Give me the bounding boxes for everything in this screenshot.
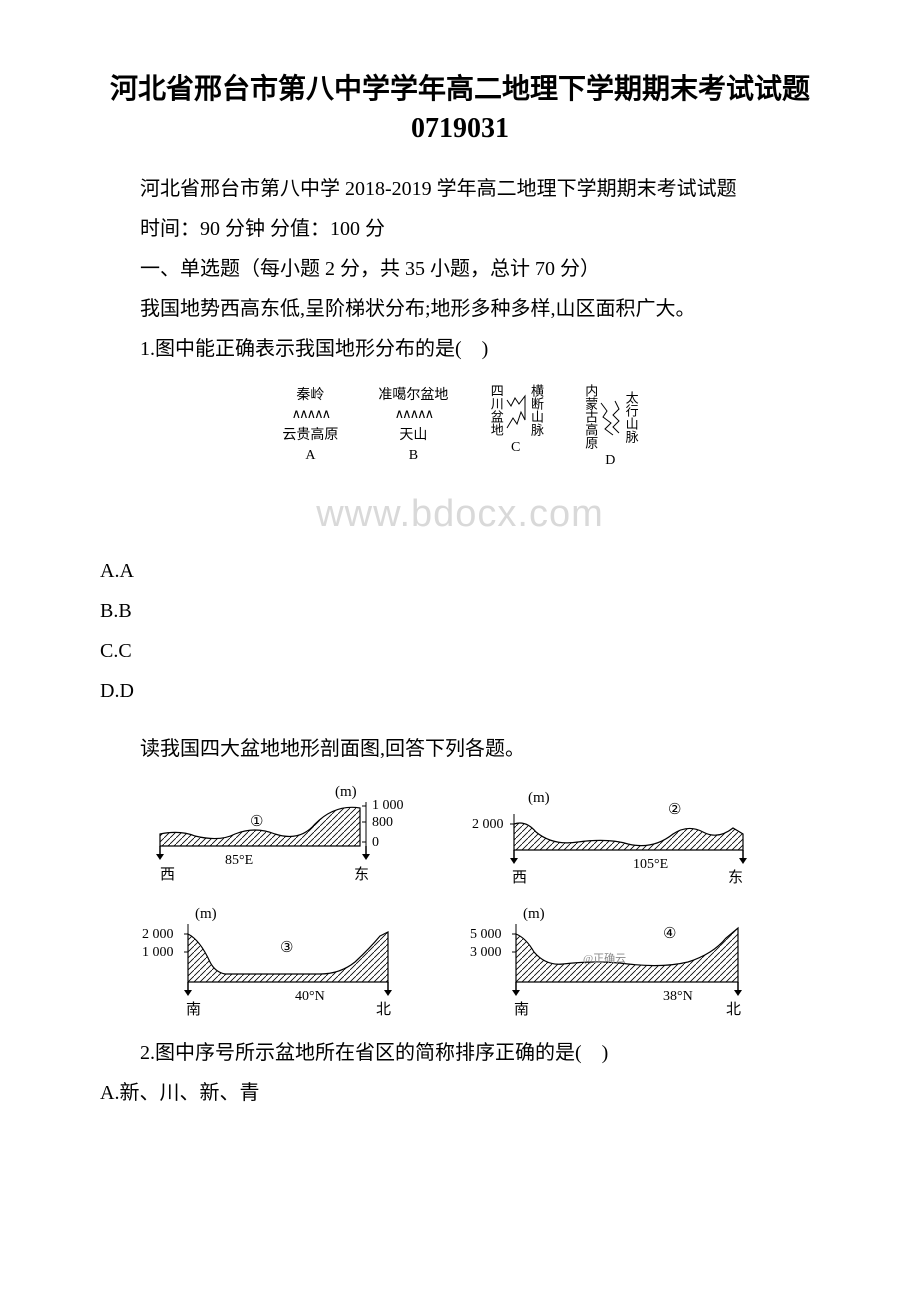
- section-1-heading: 一、单选题（每小题 2 分，共 35 小题，总计 70 分）: [100, 252, 820, 286]
- svg-text:2 000: 2 000: [142, 927, 174, 942]
- svg-text:北: 北: [376, 1001, 391, 1018]
- svg-text:105°E: 105°E: [633, 857, 668, 872]
- unit-label: (m): [335, 784, 357, 800]
- svg-text:④: ④: [663, 926, 676, 942]
- svg-text:东: 东: [728, 869, 743, 886]
- option-c: C.C: [100, 634, 820, 668]
- svg-text:东: 东: [354, 866, 369, 883]
- option-a: A.A: [100, 554, 820, 588]
- svg-text:@正确云: @正确云: [583, 952, 626, 965]
- profile-1: (m) 1 000 800 0 ① 85°E 西 东: [140, 784, 440, 894]
- svg-text:(m): (m): [528, 790, 550, 806]
- fig-b-top: 准噶尔盆地: [378, 384, 448, 404]
- mountains-icon: ∧∧∧∧∧: [282, 406, 338, 422]
- figure-1-row: 秦岭 ∧∧∧∧∧ 云贵高原 A 准噶尔盆地 ∧∧∧∧∧ 天山 B 四川盆地 横断…: [100, 384, 820, 469]
- figure-1-d: 内蒙古高原 太行山脉 D: [583, 384, 638, 469]
- doc-subtitle: 河北省邢台市第八中学 2018-2019 学年高二地理下学期期末考试试题: [100, 172, 820, 206]
- profile-2: (m) 2 000 ② 105°E 西 东: [468, 784, 768, 894]
- svg-text:②: ②: [668, 802, 681, 818]
- figure-1-a: 秦岭 ∧∧∧∧∧ 云贵高原 A: [282, 384, 338, 469]
- fig-b-bottom: 天山: [378, 424, 448, 444]
- mountains-icon: ∧∧∧∧∧: [378, 406, 448, 422]
- mountains-icon: [505, 390, 527, 430]
- q1-options: A.A B.B C.C D.D: [100, 554, 820, 708]
- fig-d-label: D: [583, 453, 638, 469]
- svg-text:南: 南: [186, 1001, 201, 1018]
- question-2: 2.图中序号所示盆地所在省区的简称排序正确的是( ): [100, 1036, 820, 1070]
- option-b: B.B: [100, 594, 820, 628]
- svg-text:2 000: 2 000: [472, 817, 504, 832]
- option-d: D.D: [100, 674, 820, 708]
- svg-text:西: 西: [512, 870, 527, 886]
- question-1-intro: 我国地势西高东低,呈阶梯状分布;地形多种多样,山区面积广大。: [100, 292, 820, 326]
- svg-text:5 000: 5 000: [470, 927, 502, 942]
- svg-text:③: ③: [280, 940, 293, 956]
- fig-c-label: C: [488, 440, 543, 456]
- svg-text:(m): (m): [195, 906, 217, 922]
- fig-a-top: 秦岭: [282, 384, 338, 404]
- svg-text:西: 西: [160, 867, 175, 883]
- svg-text:3 000: 3 000: [470, 945, 502, 960]
- question-1: 1.图中能正确表示我国地形分布的是( ): [100, 332, 820, 366]
- fig-a-bottom: 云贵高原: [282, 424, 338, 444]
- svg-text:①: ①: [250, 814, 263, 830]
- fig-d-left: 内蒙古高原: [583, 384, 597, 449]
- time-score: 时间：90 分钟 分值：100 分: [100, 212, 820, 246]
- watermark: www.bdocx.com: [100, 493, 820, 536]
- fig-c-right: 横断山脉: [529, 384, 543, 436]
- doc-title: 河北省邢台市第八中学学年高二地理下学期期末考试试题 0719031: [100, 70, 820, 148]
- question-2-intro: 读我国四大盆地地形剖面图,回答下列各题。: [100, 732, 820, 766]
- svg-text:1 000: 1 000: [372, 798, 404, 813]
- svg-text:南: 南: [514, 1001, 529, 1018]
- fig-b-label: B: [378, 448, 448, 464]
- profile-figures: (m) 1 000 800 0 ① 85°E 西 东 (m: [140, 784, 760, 1024]
- svg-text:0: 0: [372, 835, 379, 850]
- fig-a-label: A: [282, 448, 338, 464]
- svg-text:85°E: 85°E: [225, 853, 253, 868]
- svg-text:800: 800: [372, 815, 393, 830]
- q2-option-a: A.新、川、新、青: [100, 1076, 820, 1110]
- mountains-icon: [599, 397, 621, 437]
- profile-3: (m) 2 000 1 000 ③ 40°N 南 北: [140, 904, 440, 1024]
- svg-text:1 000: 1 000: [142, 945, 174, 960]
- svg-text:38°N: 38°N: [663, 989, 693, 1004]
- svg-text:(m): (m): [523, 906, 545, 922]
- profile-4: (m) 5 000 3 000 ④ @正确云 38°N 南 北: [468, 904, 768, 1024]
- fig-d-right: 太行山脉: [623, 391, 637, 443]
- svg-text:北: 北: [726, 1001, 741, 1018]
- figure-1-b: 准噶尔盆地 ∧∧∧∧∧ 天山 B: [378, 384, 448, 469]
- svg-text:40°N: 40°N: [295, 989, 325, 1004]
- figure-1-c: 四川盆地 横断山脉 C: [488, 384, 543, 469]
- fig-c-left: 四川盆地: [488, 384, 502, 436]
